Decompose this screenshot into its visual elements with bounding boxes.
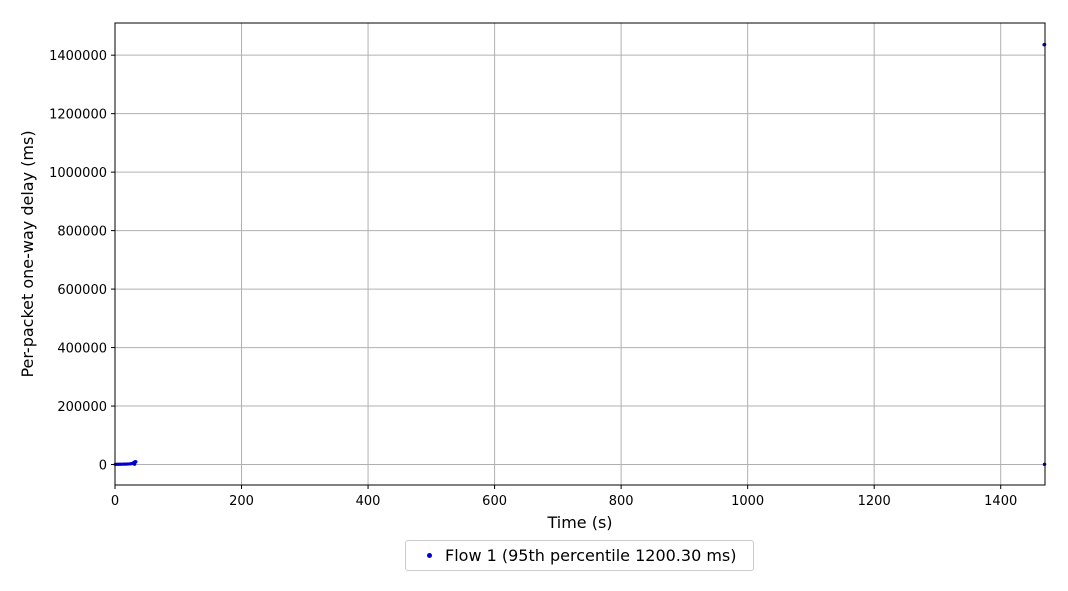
y-tick-label: 1000000 bbox=[49, 166, 107, 181]
x-tick-label: 600 bbox=[482, 494, 507, 509]
y-tick-label: 600000 bbox=[57, 283, 107, 298]
flow-1-points bbox=[113, 42, 1047, 466]
x-tick-label: 1000 bbox=[731, 494, 764, 509]
plot-area-frame bbox=[114, 22, 1046, 486]
legend-marker-flow-1 bbox=[427, 553, 432, 558]
legend: Flow 1 (95th percentile 1200.30 ms) bbox=[405, 540, 754, 571]
y-tick-label: 800000 bbox=[57, 225, 107, 240]
data-point bbox=[133, 462, 137, 466]
y-tick-label: 200000 bbox=[57, 400, 107, 415]
y-tick-label: 400000 bbox=[57, 342, 107, 357]
x-tick-label: 200 bbox=[229, 494, 254, 509]
x-tick-label: 400 bbox=[356, 494, 381, 509]
x-tick-label: 1400 bbox=[984, 494, 1017, 509]
y-tick-label: 1200000 bbox=[49, 108, 107, 123]
x-tick-label: 1200 bbox=[858, 494, 891, 509]
y-axis-label: Per-packet one-way delay (ms) bbox=[18, 130, 37, 377]
x-axis-label: Time (s) bbox=[546, 513, 612, 532]
y-tick-label: 0 bbox=[99, 459, 107, 474]
data-point bbox=[134, 460, 138, 464]
x-tick-label: 800 bbox=[609, 494, 634, 509]
axis-ticks: 0 200 400 600 800 1000 1200 1400 0 200000 400000 60… bbox=[49, 49, 1017, 509]
grid bbox=[114, 23, 1045, 485]
y-tick-label: 1400000 bbox=[49, 49, 107, 64]
legend-label-flow-1: Flow 1 (95th percentile 1200.30 ms) bbox=[445, 546, 737, 565]
x-tick-label: 0 bbox=[111, 494, 119, 509]
